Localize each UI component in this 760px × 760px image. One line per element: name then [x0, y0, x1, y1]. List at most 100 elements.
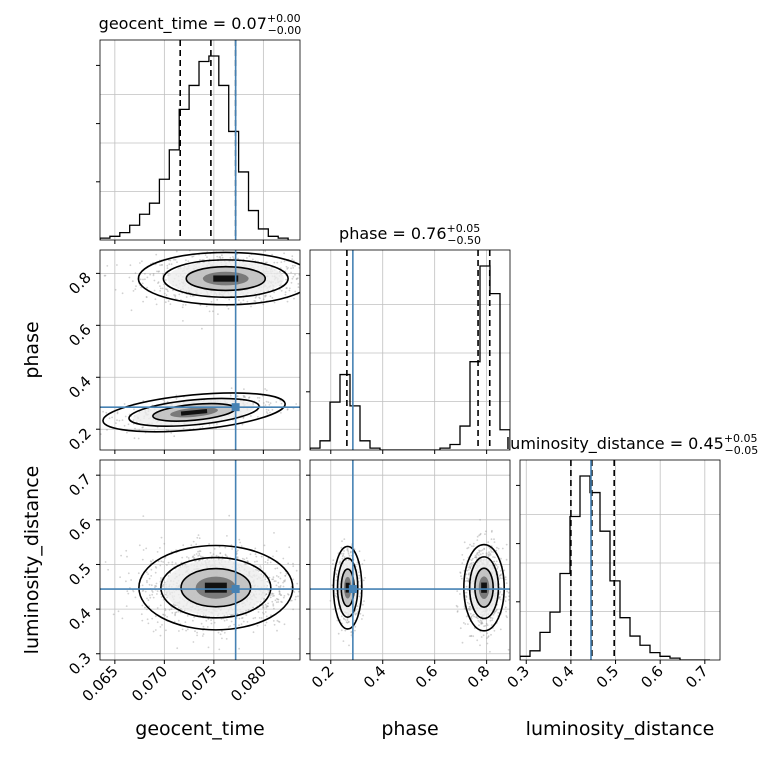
sample-point	[252, 617, 255, 620]
sample-point	[469, 612, 472, 615]
sample-point	[467, 579, 470, 582]
sample-point	[264, 250, 267, 253]
sample-point	[288, 287, 291, 290]
sample-point	[100, 433, 102, 435]
sample-point	[246, 621, 249, 623]
sample-point	[361, 618, 363, 620]
sample-point	[498, 592, 501, 594]
sample-point	[272, 555, 274, 558]
title-phase: phase = 0.76+0.05 −0.50	[339, 222, 481, 247]
sample-point	[154, 298, 157, 301]
sample-point	[281, 601, 283, 603]
sample-point	[205, 619, 208, 622]
sample-point	[159, 290, 162, 292]
sample-point	[116, 412, 119, 415]
sample-point	[80, 263, 82, 265]
sample-point	[488, 554, 490, 557]
sample-point	[271, 593, 274, 595]
sample-point	[324, 277, 326, 279]
sample-point	[469, 608, 472, 611]
sample-point	[295, 595, 297, 598]
sample-point	[466, 601, 469, 604]
sample-point	[361, 563, 364, 565]
x-axis-label-luminosity_distance: luminosity_distance	[526, 718, 715, 740]
sample-point	[134, 288, 137, 290]
sample-point	[108, 417, 111, 420]
sample-point	[350, 545, 353, 547]
sample-point	[465, 596, 468, 598]
sample-point	[264, 404, 267, 406]
sample-point	[132, 290, 135, 292]
title-lower-error: −0.05	[725, 444, 759, 457]
sample-point	[303, 281, 305, 283]
sample-point	[278, 590, 281, 593]
sample-point	[212, 310, 214, 313]
sample-point	[262, 605, 265, 607]
sample-point	[340, 546, 343, 549]
sample-point	[277, 581, 280, 584]
sample-point	[159, 604, 162, 607]
sample-point	[156, 551, 159, 553]
sample-point	[486, 632, 489, 635]
sample-point	[467, 569, 470, 571]
sample-point	[111, 416, 113, 419]
sample-point	[498, 575, 501, 577]
sample-point	[257, 611, 260, 613]
sample-point	[236, 557, 239, 560]
sample-point	[241, 423, 244, 426]
sample-point	[199, 555, 202, 558]
density-0	[138, 544, 294, 631]
sample-point	[219, 552, 222, 554]
sample-point	[283, 595, 286, 597]
sample-point	[325, 269, 327, 271]
sample-point	[499, 628, 502, 631]
sample-point	[343, 556, 346, 559]
sample-point	[250, 305, 252, 308]
truth-marker	[348, 585, 357, 594]
sample-point	[264, 294, 266, 297]
sample-point	[218, 558, 220, 560]
sample-point	[486, 637, 488, 640]
sample-point	[468, 605, 471, 608]
sample-point	[480, 622, 482, 624]
sample-point	[273, 532, 275, 534]
sample-point	[347, 549, 349, 552]
sample-point	[342, 617, 345, 620]
sample-point	[348, 644, 350, 647]
sample-point	[238, 538, 241, 541]
sample-point	[459, 572, 462, 574]
sample-point	[485, 553, 488, 555]
title-upper-error: +0.00	[267, 12, 301, 25]
sample-point	[307, 407, 309, 409]
sample-point	[285, 572, 288, 575]
sample-point	[273, 301, 276, 304]
sample-point	[141, 604, 144, 607]
sample-point	[262, 606, 265, 609]
sample-point	[470, 634, 473, 637]
sample-point	[207, 237, 209, 239]
sample-point	[493, 612, 496, 614]
sample-point	[487, 553, 490, 556]
sample-point	[155, 567, 158, 569]
sample-point	[209, 551, 212, 554]
sample-point	[156, 621, 159, 624]
sample-point	[264, 611, 267, 613]
sample-point	[463, 541, 466, 544]
sample-point	[358, 571, 360, 573]
sample-point	[201, 327, 203, 330]
sample-point	[125, 605, 128, 607]
sample-point	[172, 289, 174, 292]
panel-phase-vs-phase	[306, 249, 511, 454]
sample-point	[265, 400, 268, 403]
truth-marker	[231, 403, 240, 412]
sample-point	[242, 620, 245, 623]
sample-point	[477, 554, 480, 556]
sample-point	[468, 635, 471, 637]
sample-point	[274, 599, 277, 602]
sample-point	[493, 556, 496, 559]
sample-point	[150, 584, 153, 587]
title-lower-error: −0.00	[268, 24, 302, 37]
sample-point	[297, 286, 300, 289]
sample-point	[255, 555, 258, 558]
sample-point	[293, 297, 295, 300]
